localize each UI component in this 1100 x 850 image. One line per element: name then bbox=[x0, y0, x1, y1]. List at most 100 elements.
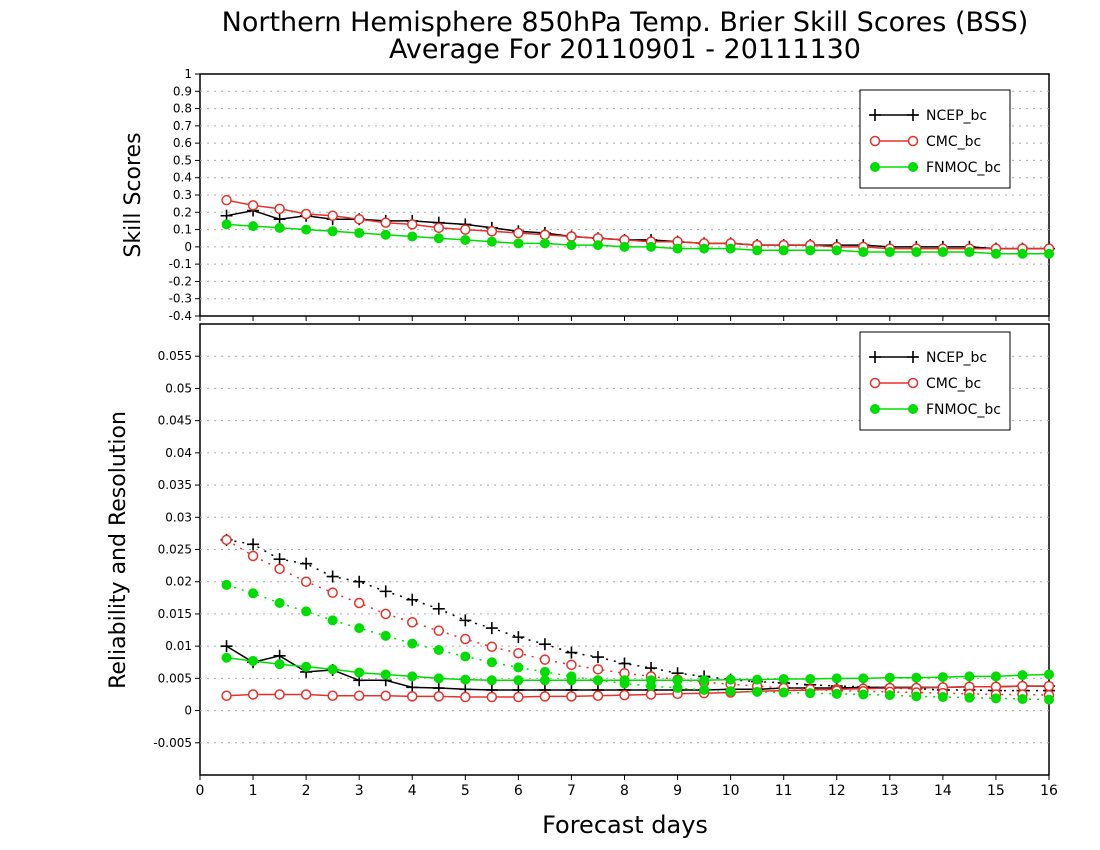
x-tick-label: 7 bbox=[567, 783, 576, 799]
y-tick-label: 0.045 bbox=[158, 414, 192, 428]
data-point bbox=[566, 240, 577, 251]
data-point bbox=[273, 553, 286, 566]
data-point bbox=[911, 247, 922, 258]
data-point bbox=[990, 248, 1001, 259]
data-point bbox=[646, 681, 657, 692]
y-tick-label: 0.5 bbox=[173, 153, 192, 167]
data-point bbox=[937, 692, 948, 703]
series-CMC_bc bbox=[221, 194, 1055, 254]
data-point bbox=[566, 691, 577, 702]
data-point bbox=[380, 217, 391, 228]
chart-title-line1: Northern Hemisphere 850hPa Temp. Brier S… bbox=[222, 7, 1029, 38]
data-point bbox=[645, 689, 657, 700]
data-point bbox=[911, 672, 922, 683]
data-point bbox=[327, 664, 338, 675]
data-point bbox=[460, 651, 471, 662]
data-point bbox=[778, 674, 789, 685]
data-point bbox=[380, 669, 391, 680]
data-point bbox=[486, 657, 497, 668]
data-point bbox=[592, 675, 603, 686]
y-axis-label: Skill Scores bbox=[121, 132, 146, 257]
data-point bbox=[247, 550, 259, 562]
data-point bbox=[646, 241, 657, 252]
data-point bbox=[592, 240, 603, 251]
legend-marker bbox=[907, 351, 919, 363]
data-point bbox=[513, 662, 524, 673]
legend-label: CMC_bc bbox=[926, 134, 981, 150]
data-point bbox=[327, 226, 338, 237]
data-point bbox=[247, 200, 259, 211]
reliability-resolution-panel: -0.005 0 0.005 0.01 0.015 0.02 0.025 0.03 0.035 0… bbox=[106, 323, 1058, 799]
legend-marker bbox=[869, 351, 881, 363]
data-point bbox=[247, 689, 259, 700]
data-point bbox=[433, 691, 445, 702]
data-point bbox=[327, 690, 338, 702]
series-line bbox=[226, 209, 1049, 250]
data-point bbox=[539, 229, 551, 241]
legend-label: CMC_bc bbox=[926, 376, 981, 392]
data-point bbox=[433, 222, 445, 234]
y-tick-label: 0.6 bbox=[173, 136, 192, 150]
data-point bbox=[990, 671, 1001, 682]
legend-marker bbox=[869, 109, 881, 121]
data-point bbox=[221, 690, 232, 702]
data-point bbox=[752, 674, 763, 685]
legend-marker bbox=[907, 377, 919, 389]
data-point bbox=[459, 614, 472, 627]
legend-marker bbox=[870, 404, 880, 414]
data-point bbox=[512, 631, 525, 644]
data-point bbox=[354, 623, 365, 634]
data-point bbox=[858, 247, 869, 258]
series-line bbox=[226, 223, 1049, 255]
y-tick-label: 0 bbox=[184, 704, 192, 718]
data-point bbox=[300, 208, 312, 220]
y-tick-label: 0.015 bbox=[158, 607, 192, 621]
x-tick-label: 14 bbox=[934, 783, 952, 799]
series-line bbox=[226, 645, 1049, 691]
data-point bbox=[300, 576, 312, 587]
y-tick-label: -0.005 bbox=[153, 736, 192, 750]
legend-marker bbox=[869, 135, 881, 147]
y-tick-label: 0.4 bbox=[173, 171, 192, 185]
data-point bbox=[513, 675, 524, 686]
data-point bbox=[699, 675, 710, 686]
data-point bbox=[513, 647, 524, 659]
data-point bbox=[566, 231, 577, 242]
data-point bbox=[592, 690, 604, 702]
data-point bbox=[274, 689, 285, 700]
data-point bbox=[433, 625, 445, 636]
data-point bbox=[380, 690, 391, 702]
legend-marker bbox=[908, 404, 918, 414]
legend-marker bbox=[870, 162, 880, 172]
y-axis-label: Reliability and Resolution bbox=[106, 411, 131, 689]
data-point bbox=[858, 673, 869, 684]
x-tick-label: 16 bbox=[1040, 783, 1058, 799]
data-point bbox=[672, 243, 683, 254]
legend-label: FNMOC_bc bbox=[926, 402, 1001, 418]
data-point bbox=[752, 686, 763, 697]
legend-marker bbox=[907, 135, 919, 147]
data-point bbox=[460, 691, 471, 703]
data-point bbox=[486, 691, 498, 703]
data-point bbox=[592, 664, 604, 675]
x-tick-label: 3 bbox=[355, 783, 364, 799]
data-point bbox=[407, 671, 418, 682]
data-point bbox=[274, 203, 285, 215]
x-tick-label: 12 bbox=[828, 783, 846, 799]
data-point bbox=[486, 236, 497, 247]
y-tick-label: 0.01 bbox=[165, 639, 192, 653]
series-NCEP_bc-resolution bbox=[220, 533, 1055, 697]
y-tick-label: 0.03 bbox=[165, 510, 192, 524]
data-point bbox=[911, 691, 922, 702]
data-point bbox=[539, 666, 550, 677]
data-point bbox=[327, 615, 338, 626]
y-tick-label: 0.1 bbox=[173, 223, 192, 237]
y-tick-label: -0.4 bbox=[169, 309, 192, 323]
data-point bbox=[672, 683, 683, 694]
y-tick-label: -0.1 bbox=[169, 257, 192, 271]
data-point bbox=[1017, 670, 1028, 681]
data-point bbox=[380, 608, 391, 620]
data-point bbox=[300, 689, 312, 700]
skill-scores-panel: -0.4 -0.3 -0.2 -0.1 0 0.1 0.2 0.3 0.4 0.5 0.6 0.7 0.… bbox=[121, 67, 1055, 323]
data-point bbox=[221, 219, 232, 230]
